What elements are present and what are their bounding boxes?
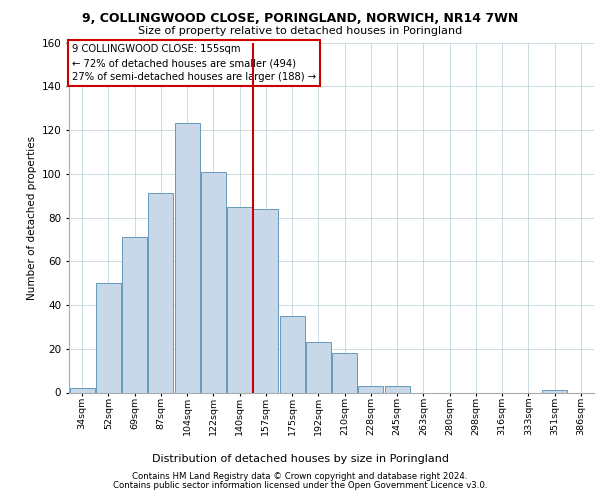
Bar: [306, 342, 331, 392]
Bar: [148, 194, 173, 392]
Bar: [201, 172, 226, 392]
Bar: [385, 386, 410, 392]
Text: Contains public sector information licensed under the Open Government Licence v3: Contains public sector information licen…: [113, 481, 487, 490]
Y-axis label: Number of detached properties: Number of detached properties: [28, 136, 37, 300]
Text: Distribution of detached houses by size in Poringland: Distribution of detached houses by size …: [151, 454, 449, 464]
Bar: [175, 124, 200, 392]
Bar: [542, 390, 567, 392]
Text: 9 COLLINGWOOD CLOSE: 155sqm
← 72% of detached houses are smaller (494)
27% of se: 9 COLLINGWOOD CLOSE: 155sqm ← 72% of det…: [71, 44, 316, 82]
Bar: [280, 316, 305, 392]
Bar: [253, 209, 278, 392]
Text: 9, COLLINGWOOD CLOSE, PORINGLAND, NORWICH, NR14 7WN: 9, COLLINGWOOD CLOSE, PORINGLAND, NORWIC…: [82, 12, 518, 26]
Bar: [122, 237, 147, 392]
Bar: [70, 388, 95, 392]
Bar: [332, 353, 357, 393]
Bar: [96, 283, 121, 393]
Text: Contains HM Land Registry data © Crown copyright and database right 2024.: Contains HM Land Registry data © Crown c…: [132, 472, 468, 481]
Text: Size of property relative to detached houses in Poringland: Size of property relative to detached ho…: [138, 26, 462, 36]
Bar: [358, 386, 383, 392]
Bar: [227, 206, 252, 392]
